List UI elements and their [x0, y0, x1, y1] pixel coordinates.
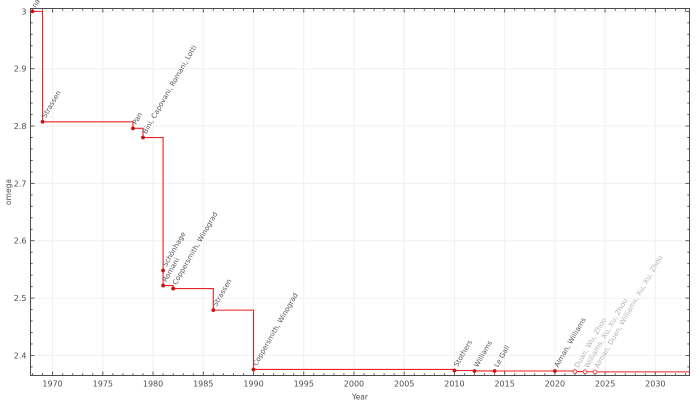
y-tick-label: 2.5 — [14, 294, 27, 303]
data-point-marker — [211, 308, 216, 313]
x-tick-label: 2005 — [394, 380, 414, 389]
y-tick-label: 2.6 — [14, 237, 27, 246]
data-point-marker — [492, 369, 497, 373]
data-point-marker — [161, 268, 166, 273]
data-point-marker-unpublished — [572, 369, 578, 374]
x-tick-label: 2010 — [444, 380, 464, 389]
data-point-marker — [30, 9, 35, 14]
data-point-marker — [452, 368, 457, 373]
y-axis-title: omega — [4, 179, 13, 205]
data-point-marker — [472, 369, 477, 373]
x-tick-label: 1985 — [193, 380, 213, 389]
y-tick-label: 3 — [21, 7, 26, 16]
plot-frame — [30, 8, 690, 376]
axes-frame — [30, 8, 690, 376]
x-tick-label: 1975 — [93, 380, 113, 389]
data-point-marker — [141, 135, 145, 140]
data-point-marker — [251, 367, 256, 372]
data-point-marker-unpublished — [582, 369, 588, 375]
x-tick-label: 2020 — [545, 380, 565, 389]
data-point-label: naive — [31, 0, 47, 9]
x-tick-label: 1980 — [143, 380, 163, 389]
y-tick-label: 2.4 — [14, 351, 27, 360]
y-tick-label: 2.8 — [14, 122, 27, 131]
data-point-marker — [552, 369, 557, 373]
x-axis-title: Year — [351, 393, 369, 402]
x-tick-label: 1970 — [42, 380, 62, 389]
y-axis-tick-labels: 2.4 2.5 2.6 2.7 2.8 2.9 3 — [14, 7, 27, 360]
data-point-marker — [40, 119, 45, 124]
x-tick-label: 2000 — [344, 380, 364, 389]
gridlines — [30, 8, 690, 376]
data-point-marker — [131, 126, 135, 131]
x-tick-label: 1995 — [294, 380, 314, 389]
x-tick-label: 2025 — [595, 380, 615, 389]
y-tick-label: 2.9 — [14, 65, 27, 74]
data-point-markers — [30, 9, 598, 375]
x-tick-label: 2030 — [645, 380, 665, 389]
y-axis-ticks — [30, 10, 690, 368]
y-tick-label: 2.7 — [14, 179, 27, 188]
data-point-marker — [161, 283, 166, 288]
data-point-marker — [171, 286, 176, 291]
x-tick-label: 1990 — [243, 380, 263, 389]
data-point-marker-unpublished — [592, 369, 598, 375]
x-axis-ticks — [32, 8, 686, 376]
x-axis-tick-labels: 1970 1975 1980 1985 1990 1995 2000 2005 2010 2015… — [42, 380, 665, 389]
x-tick-label: 2015 — [494, 380, 514, 389]
